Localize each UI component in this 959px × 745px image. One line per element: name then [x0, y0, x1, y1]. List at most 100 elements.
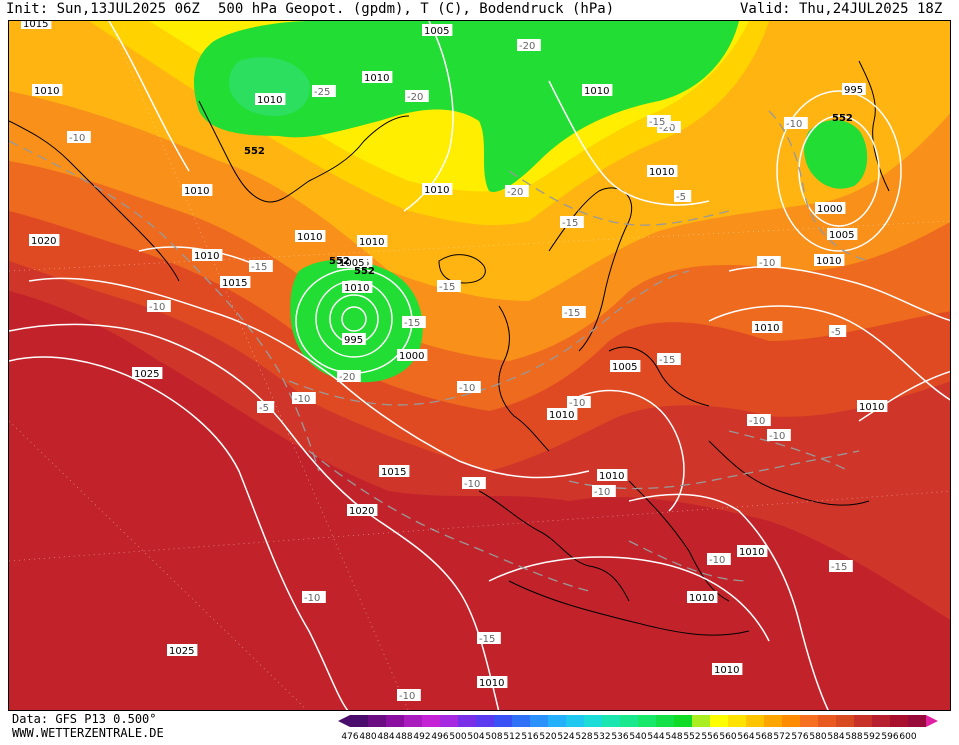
isobar-label: 1010: [342, 281, 373, 294]
legend-swatch: [890, 715, 908, 727]
legend-swatch: [710, 715, 728, 727]
coastlines: [9, 60, 890, 636]
svg-text:-5: -5: [676, 192, 686, 203]
svg-text:1010: 1010: [816, 256, 841, 267]
legend-tick-label: 592: [863, 732, 880, 741]
svg-text:1015: 1015: [381, 467, 406, 478]
svg-text:-20: -20: [507, 187, 523, 198]
temperature-label: -15: [657, 353, 681, 366]
svg-text:1005: 1005: [612, 362, 637, 373]
svg-text:995: 995: [344, 335, 363, 346]
lat-lon-grid: [9, 21, 950, 710]
temperature-label: -10: [747, 414, 771, 427]
map-canvas: 1015 1005 1010 1010 1010 1010 1010 1010 1010 1010…: [9, 21, 950, 710]
isobar-label: 1010: [32, 84, 63, 97]
svg-text:1010: 1010: [714, 665, 739, 676]
svg-text:1010: 1010: [689, 593, 714, 604]
svg-text:-10: -10: [769, 431, 785, 442]
temperature-label: -15: [249, 260, 273, 273]
legend-swatch: [494, 715, 512, 727]
temperature-label: -15: [647, 115, 671, 128]
svg-text:1010: 1010: [739, 547, 764, 558]
svg-text:1010: 1010: [297, 232, 322, 243]
svg-text:-10: -10: [149, 302, 165, 313]
svg-text:-10: -10: [399, 691, 415, 702]
svg-text:1005: 1005: [339, 258, 364, 269]
legend-swatch: [764, 715, 782, 727]
legend-tick-label: 476: [341, 732, 358, 741]
temperature-label: -15: [402, 316, 426, 329]
legend-tick-label: 548: [665, 732, 682, 741]
legend-tick-label: 564: [737, 732, 754, 741]
svg-text:-20: -20: [339, 372, 355, 383]
geopotential-label: 552: [832, 113, 853, 124]
legend-swatch: [350, 715, 368, 727]
legend-tick-label: 484: [377, 732, 394, 741]
temperature-label: -5: [674, 190, 692, 203]
svg-text:-5: -5: [831, 327, 841, 338]
init-time: Init: Sun,13JUL2025 06Z: [6, 1, 200, 17]
svg-text:1020: 1020: [31, 236, 56, 247]
svg-text:-15: -15: [562, 218, 578, 229]
legend-swatch: [476, 715, 494, 727]
isobar-label: 995: [842, 83, 866, 96]
temperature-label: -15: [560, 216, 584, 229]
svg-text:1010: 1010: [364, 73, 389, 84]
temperature-label: -10: [707, 553, 731, 566]
isobar-label: 1000: [815, 202, 846, 215]
legend-swatch: [422, 715, 440, 727]
temperature-label: -10: [567, 396, 591, 409]
legend-swatch: [602, 715, 620, 727]
legend-swatch: [638, 715, 656, 727]
legend-swatch: [800, 715, 818, 727]
temperature-label: -10: [147, 300, 171, 313]
legend-tick-label: 492: [413, 732, 430, 741]
legend-swatch: [818, 715, 836, 727]
legend-tick-label: 516: [521, 732, 538, 741]
svg-text:1010: 1010: [257, 95, 282, 106]
green-region-east: [804, 119, 868, 189]
isobar-label: 1010: [582, 84, 613, 97]
svg-text:-20: -20: [407, 92, 423, 103]
legend-tick-label: 536: [611, 732, 628, 741]
svg-text:1015: 1015: [222, 278, 247, 289]
temperature-label: -10: [292, 392, 316, 405]
temperature-lines: [9, 110, 870, 592]
isobar-label: 1010: [182, 184, 213, 197]
isobar-label: 1010: [647, 165, 678, 178]
isobar-label: 1010: [547, 408, 578, 421]
legend-tick-label: 556: [701, 732, 718, 741]
isobar-label: 1010: [192, 249, 223, 262]
legend-tick-label: 552: [683, 732, 700, 741]
legend-tick-label: 596: [881, 732, 898, 741]
svg-text:1005: 1005: [829, 230, 854, 241]
isobar-label: 1015: [220, 276, 251, 289]
svg-text:1010: 1010: [194, 251, 219, 262]
temperature-label: -15: [562, 306, 586, 319]
temperature-label: -10: [767, 429, 791, 442]
legend-tick-label: 600: [899, 732, 916, 741]
svg-text:1010: 1010: [584, 86, 609, 97]
legend-swatch: [674, 715, 692, 727]
svg-text:1010: 1010: [479, 678, 504, 689]
svg-text:-20: -20: [519, 41, 535, 52]
legend-swatch: [548, 715, 566, 727]
legend-arrow-left: [338, 715, 350, 727]
isobar-label: 1020: [347, 504, 378, 517]
legend-swatch: [746, 715, 764, 727]
green-region-greenland: [229, 57, 310, 116]
legend-swatch: [782, 715, 800, 727]
isobar-label: 1015: [379, 465, 410, 478]
svg-text:1010: 1010: [359, 237, 384, 248]
isobar-label: 1010: [422, 183, 453, 196]
svg-text:1010: 1010: [184, 186, 209, 197]
svg-text:1015: 1015: [23, 21, 48, 30]
isobar-label: 1010: [737, 545, 768, 558]
isobar-label: 1010: [477, 676, 508, 689]
isobar-label: 995: [342, 333, 366, 346]
legend-scale: 476 480 484 488 492 496 500 504 508 512 516 520 524 5…: [338, 715, 938, 742]
isobar-label: 1010: [362, 71, 393, 84]
legend-swatch: [728, 715, 746, 727]
legend-tick-label: 580: [809, 732, 826, 741]
temperature-label: -20: [517, 39, 541, 52]
